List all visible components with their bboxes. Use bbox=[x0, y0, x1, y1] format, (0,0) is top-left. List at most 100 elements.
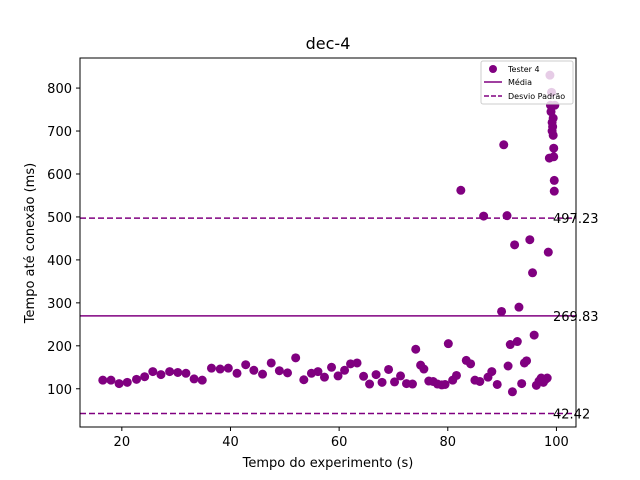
data-point-4 bbox=[131, 374, 141, 384]
data-point-68 bbox=[510, 240, 520, 250]
data-point-28 bbox=[327, 362, 337, 372]
y-tick-label-200: 200 bbox=[47, 340, 72, 355]
data-point-1 bbox=[106, 375, 116, 385]
data-point-91 bbox=[548, 122, 558, 132]
data-point-15 bbox=[223, 363, 233, 373]
chart-title: dec-4 bbox=[306, 34, 351, 53]
data-point-8 bbox=[165, 367, 175, 377]
data-point-30 bbox=[340, 365, 350, 375]
data-point-18 bbox=[249, 365, 259, 375]
data-point-16 bbox=[232, 368, 242, 378]
reference-line-label-2: 42.42 bbox=[553, 408, 590, 423]
data-point-71 bbox=[517, 379, 527, 389]
legend-label-stddev: Desvio Padrão bbox=[508, 92, 565, 101]
y-tick-label-700: 700 bbox=[47, 125, 72, 140]
data-point-58 bbox=[479, 211, 489, 221]
data-point-64 bbox=[502, 211, 512, 221]
data-point-33 bbox=[359, 371, 369, 381]
data-point-73 bbox=[522, 356, 532, 366]
y-tick-label-100: 100 bbox=[47, 383, 72, 398]
data-point-57 bbox=[475, 376, 485, 386]
data-point-19 bbox=[258, 369, 268, 379]
data-point-0 bbox=[98, 375, 108, 385]
data-point-13 bbox=[206, 363, 216, 373]
legend-label-series: Tester 4 bbox=[507, 65, 540, 74]
data-point-97 bbox=[549, 186, 559, 196]
data-point-22 bbox=[283, 368, 293, 378]
data-point-52 bbox=[451, 370, 461, 380]
legend-label-mean: Média bbox=[508, 77, 532, 87]
data-point-75 bbox=[528, 268, 538, 278]
data-point-95 bbox=[549, 143, 559, 153]
data-point-21 bbox=[274, 366, 284, 376]
data-point-11 bbox=[189, 374, 199, 384]
data-point-34 bbox=[365, 379, 375, 389]
plot-frame bbox=[79, 57, 577, 428]
data-point-12 bbox=[197, 375, 207, 385]
data-point-3 bbox=[122, 377, 132, 387]
y-axis-label: Tempo até conexão (ms) bbox=[23, 163, 38, 324]
data-point-50 bbox=[443, 339, 453, 349]
data-point-41 bbox=[407, 379, 417, 389]
data-point-7 bbox=[156, 370, 166, 380]
data-point-14 bbox=[215, 364, 225, 374]
data-point-23 bbox=[291, 353, 301, 363]
y-tick-label-300: 300 bbox=[47, 297, 72, 312]
data-point-36 bbox=[377, 377, 387, 387]
x-tick-label-60: 60 bbox=[331, 435, 348, 450]
data-point-29 bbox=[333, 371, 343, 381]
data-point-27 bbox=[319, 372, 329, 382]
data-point-5 bbox=[140, 372, 150, 382]
data-point-26 bbox=[313, 367, 323, 377]
data-point-69 bbox=[512, 337, 522, 347]
data-point-62 bbox=[497, 306, 507, 316]
y-tick-label-800: 800 bbox=[47, 82, 72, 97]
y-tick-label-500: 500 bbox=[47, 211, 72, 226]
data-point-32 bbox=[352, 358, 362, 368]
data-point-66 bbox=[505, 340, 515, 350]
x-tick-label-80: 80 bbox=[440, 435, 457, 450]
data-point-74 bbox=[525, 235, 535, 245]
y-tick-label-600: 600 bbox=[47, 168, 72, 183]
data-point-60 bbox=[487, 367, 497, 377]
x-axis: 20 40 60 80 100 bbox=[114, 427, 569, 450]
legend-marker-series bbox=[489, 65, 497, 73]
data-point-53 bbox=[456, 185, 466, 195]
data-point-9 bbox=[173, 367, 183, 377]
data-point-37 bbox=[384, 364, 394, 374]
data-point-93 bbox=[548, 113, 558, 123]
data-point-92 bbox=[548, 130, 558, 140]
x-tick-label-40: 40 bbox=[222, 435, 239, 450]
data-point-2 bbox=[114, 379, 124, 389]
data-point-24 bbox=[299, 375, 309, 385]
plot-area bbox=[79, 57, 577, 428]
x-tick-label-20: 20 bbox=[114, 435, 131, 450]
x-tick-label-100: 100 bbox=[544, 435, 569, 450]
data-point-83 bbox=[543, 247, 553, 257]
data-point-42 bbox=[411, 344, 421, 354]
reference-line-labels: 269.83 497.23 42.42 bbox=[553, 212, 599, 422]
data-point-17 bbox=[241, 360, 251, 370]
data-points bbox=[98, 70, 560, 397]
data-point-61 bbox=[492, 379, 502, 389]
data-point-38 bbox=[390, 377, 400, 387]
data-point-49 bbox=[440, 379, 450, 389]
data-point-76 bbox=[529, 330, 539, 340]
legend: Tester 4 Média Desvio Padrão bbox=[480, 60, 574, 105]
data-point-44 bbox=[419, 364, 429, 374]
data-point-6 bbox=[148, 367, 158, 377]
data-point-70 bbox=[514, 302, 524, 312]
data-point-67 bbox=[507, 387, 517, 397]
data-point-94 bbox=[549, 152, 559, 162]
reference-line-label-1: 497.23 bbox=[553, 212, 599, 227]
data-point-96 bbox=[549, 175, 559, 185]
data-point-10 bbox=[181, 368, 191, 378]
data-point-39 bbox=[396, 371, 406, 381]
data-point-35 bbox=[371, 370, 381, 380]
data-point-20 bbox=[266, 358, 276, 368]
x-axis-label: Tempo do experimento (s) bbox=[242, 456, 414, 471]
y-axis: 100 200 300 400 500 600 700 800 bbox=[47, 82, 80, 398]
data-point-82 bbox=[542, 373, 552, 383]
data-point-63 bbox=[499, 140, 509, 150]
